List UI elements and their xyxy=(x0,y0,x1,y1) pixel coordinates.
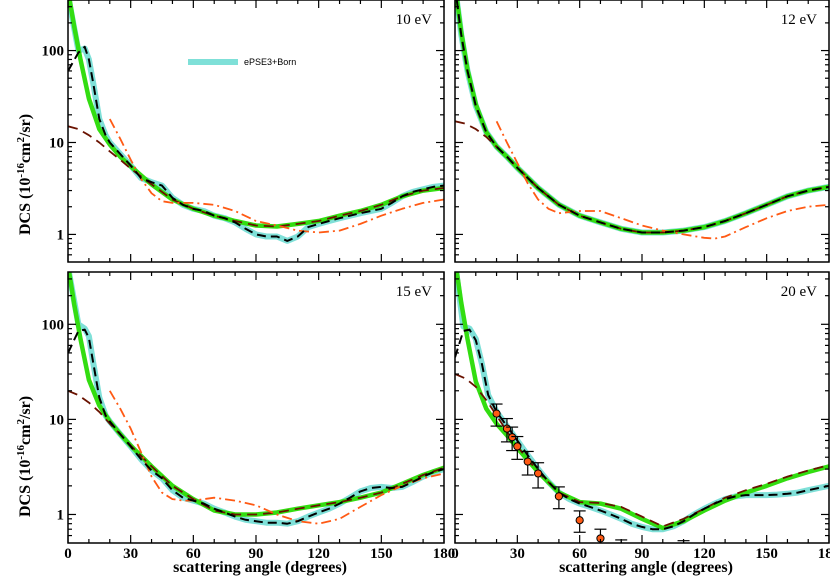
panel-frame xyxy=(67,0,445,263)
series-line-green xyxy=(68,0,444,229)
x-tick-label: 120 xyxy=(307,546,330,562)
series-line-green xyxy=(68,272,444,517)
y-tick-label: 100 xyxy=(42,317,65,333)
series-line-green xyxy=(455,0,829,235)
panel-frame xyxy=(454,271,830,544)
x-tick-label: 120 xyxy=(693,546,716,562)
experiment-point xyxy=(573,510,586,533)
experiment-point xyxy=(594,528,607,543)
panel-2: 0 30 60 90 120 150 180 1 10 100 15 eV xyxy=(42,271,456,562)
x-tick-label: 30 xyxy=(510,546,525,562)
x-tick-label: 60 xyxy=(186,546,201,562)
plot-area-0 xyxy=(68,0,444,244)
experiment-point xyxy=(500,417,513,443)
panel-frame xyxy=(67,271,445,544)
y-tick-label: 10 xyxy=(49,135,64,151)
x-tick-label: 150 xyxy=(755,546,778,562)
series-line-black xyxy=(68,45,444,242)
panel-frame xyxy=(454,0,830,263)
experiment-point xyxy=(506,426,519,452)
series-line-green xyxy=(455,272,829,531)
series-line-cyan xyxy=(455,272,829,533)
series-line-black xyxy=(455,0,829,234)
y-tick-label: 100 xyxy=(42,44,65,60)
x-tick-label: 0 xyxy=(451,546,459,562)
series-line-maroon xyxy=(455,373,829,528)
panel-3: 0 30 60 90 120 150 180 20 eV xyxy=(451,271,830,562)
legend: ePSE3+Born xyxy=(188,57,296,67)
x-tick-label: 60 xyxy=(572,546,587,562)
panel-energy-label: 10 eV xyxy=(396,12,432,28)
experiment-point xyxy=(490,403,503,427)
plot-area-2 xyxy=(68,272,444,527)
series-line-black xyxy=(68,328,444,525)
series-line-cyan xyxy=(68,0,444,244)
experiment-point xyxy=(521,450,534,476)
experiment-point xyxy=(552,486,565,510)
x-tick-label: 150 xyxy=(370,546,393,562)
panel-energy-label: 20 eV xyxy=(781,284,817,300)
panel-0: 1 10 100 10 eV ePSE3+Born xyxy=(42,0,445,263)
legend-label: ePSE3+Born xyxy=(244,57,296,67)
panel-energy-label: 12 eV xyxy=(781,12,817,28)
y-axis-title-bottom: DCS (10-16cm2/sr) xyxy=(15,396,34,517)
x-axis-title-right: scattering angle (degrees) xyxy=(559,559,733,576)
plot-area-3 xyxy=(455,272,829,543)
x-tick-label: 90 xyxy=(635,546,650,562)
series-line-orange xyxy=(109,118,444,234)
series-line-orange xyxy=(495,120,829,240)
y-tick-label: 1 xyxy=(57,227,65,243)
y-tick-label: 1 xyxy=(57,507,65,523)
panel-1: 12 eV xyxy=(454,0,830,263)
x-tick-label: 90 xyxy=(249,546,264,562)
x-tick-label: 30 xyxy=(123,546,138,562)
panel-energy-label: 15 eV xyxy=(396,284,432,300)
series-line-orange xyxy=(109,390,444,525)
series-line-cyan xyxy=(68,272,444,527)
series-line-maroon xyxy=(68,389,444,516)
experiment-point xyxy=(532,462,545,489)
x-tick-label: 180 xyxy=(818,546,830,562)
y-axis-title-top: DCS (10-16cm2/sr) xyxy=(15,114,34,235)
series-line-maroon xyxy=(68,125,444,228)
plot-area-1 xyxy=(455,0,829,240)
series-line-maroon xyxy=(455,120,829,234)
x-axis-title-left: scattering angle (degrees) xyxy=(173,559,347,576)
x-tick-label: 0 xyxy=(64,546,72,562)
y-tick-label: 10 xyxy=(49,412,64,428)
x-tick-label: 180 xyxy=(433,546,456,562)
series-line-cyan xyxy=(455,0,829,236)
experiment-point xyxy=(511,435,524,460)
series-line-black xyxy=(455,328,829,531)
